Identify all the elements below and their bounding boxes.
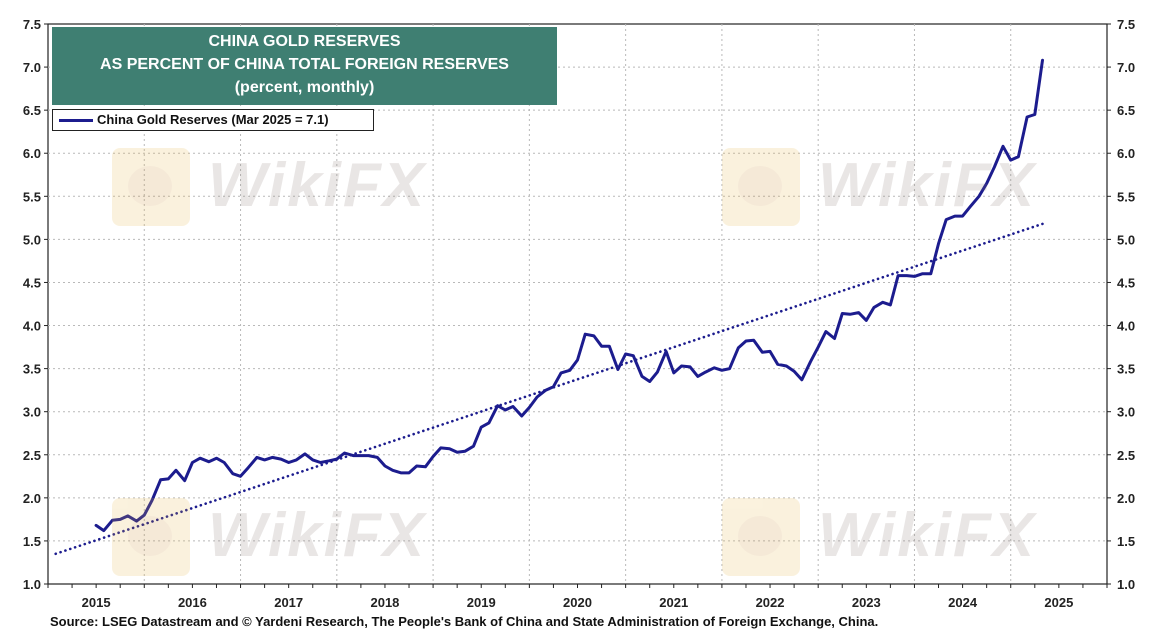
y-tick-label: 2.0 [23, 491, 41, 506]
x-tick-label: 2022 [756, 595, 785, 610]
watermark-text: WikiFX [208, 151, 427, 220]
y-tick-label: 1.5 [1117, 534, 1135, 549]
watermark: WikiFX [722, 498, 1062, 578]
series-line-gold-reserves [94, 58, 1044, 533]
y-tick-label: 7.5 [23, 17, 41, 32]
watermark: WikiFX [112, 498, 452, 578]
x-tick-label: 2016 [178, 595, 207, 610]
trend-line [54, 222, 1044, 556]
chart-title-box: CHINA GOLD RESERVES AS PERCENT OF CHINA … [52, 27, 557, 105]
y-tick-label: 3.0 [23, 405, 41, 420]
x-tick-label: 2024 [948, 595, 978, 610]
y-tick-label: 5.5 [23, 189, 41, 204]
x-tick-label: 2019 [467, 595, 496, 610]
x-tick-label: 2015 [82, 595, 111, 610]
y-tick-label: 7.0 [23, 60, 41, 75]
y-tick-label: 7.0 [1117, 60, 1135, 75]
y-tick-label: 5.5 [1117, 189, 1135, 204]
series-group [54, 58, 1044, 556]
watermark-text: WikiFX [818, 501, 1037, 570]
watermark: WikiFX [722, 148, 1062, 228]
x-tick-label: 2020 [563, 595, 592, 610]
y-tick-label: 1.5 [23, 534, 41, 549]
legend-swatch [59, 119, 93, 122]
y-axis-left: 1.0 1.5 2.0 2.5 3.0 3.5 4.0 4.5 5.0 5.5 6.0 6.5 7.0 7… [23, 17, 48, 592]
wikifx-logo-icon [722, 148, 800, 226]
y-tick-label: 6.0 [23, 146, 41, 161]
chart-subtitle: (percent, monthly) [234, 79, 375, 96]
y-tick-label: 6.5 [1117, 103, 1135, 118]
x-tick-label: 2021 [659, 595, 688, 610]
source-note: Source: LSEG Datastream and © Yardeni Re… [50, 614, 879, 629]
x-axis: 2015 2016 2017 2018 2019 2020 2021 2022 2023 2024… [47, 584, 1108, 610]
wikifx-logo-icon [112, 498, 190, 576]
y-tick-label: 6.5 [23, 103, 41, 118]
y-tick-label: 4.5 [1117, 275, 1135, 290]
y-axis-right: 1.0 1.5 2.0 2.5 3.0 3.5 4.0 4.5 5.0 5.5 6.0 6.5 7.0 7… [1107, 17, 1135, 592]
y-tick-label: 2.0 [1117, 491, 1135, 506]
grid [48, 24, 1107, 584]
wikifx-logo-icon [112, 148, 190, 226]
x-tick-label: 2023 [852, 595, 881, 610]
legend-label: China Gold Reserves (Mar 2025 = 7.1) [97, 112, 329, 127]
y-tick-label: 4.0 [23, 319, 41, 334]
chart-title-line-2: AS PERCENT OF CHINA TOTAL FOREIGN RESERV… [100, 56, 509, 73]
y-tick-label: 3.0 [1117, 405, 1135, 420]
watermark: WikiFX [112, 148, 452, 228]
watermark-text: WikiFX [818, 151, 1037, 220]
y-tick-label: 3.5 [1117, 362, 1135, 377]
y-tick-label: 2.5 [23, 448, 41, 463]
y-tick-label: 1.0 [1117, 577, 1135, 592]
watermark-text: WikiFX [208, 501, 427, 570]
y-tick-label: 5.0 [23, 232, 41, 247]
legend: China Gold Reserves (Mar 2025 = 7.1) [52, 109, 374, 131]
y-tick-label: 4.5 [23, 275, 41, 290]
x-tick-label: 2018 [370, 595, 399, 610]
chart-title: CHINA GOLD RESERVES [208, 33, 401, 50]
y-tick-label: 1.0 [23, 577, 41, 592]
x-tick-label: 2017 [274, 595, 303, 610]
y-tick-label: 6.0 [1117, 146, 1135, 161]
x-tick-label: 2025 [1044, 595, 1073, 610]
wikifx-logo-icon [722, 498, 800, 576]
y-tick-label: 7.5 [1117, 17, 1135, 32]
y-tick-label: 4.0 [1117, 319, 1135, 334]
y-tick-label: 2.5 [1117, 448, 1135, 463]
y-tick-label: 5.0 [1117, 232, 1135, 247]
y-tick-label: 3.5 [23, 362, 41, 377]
